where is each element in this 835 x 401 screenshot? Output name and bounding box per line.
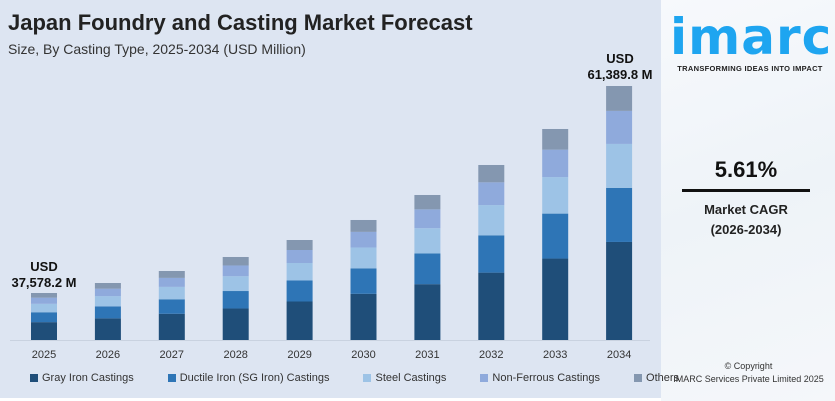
bar-segment-2033 [542,258,569,340]
bar-segment-2031 [414,284,441,340]
bar-segment-2028 [222,265,249,277]
bar-segment-2025 [31,312,57,323]
bar-segment-2034 [606,143,633,188]
logo-tagline: TRANSFORMING IDEAS INTO IMPACT [677,64,823,73]
bar-segment-2033 [542,213,569,259]
bar-segment-2031 [414,209,441,229]
x-tick-label: 2029 [287,349,311,361]
legend-item: Ductile Iron (SG Iron) Castings [167,372,330,384]
x-tick-label: 2028 [223,349,247,361]
x-tick-label: 2027 [160,349,184,361]
bar-segment-2032 [478,235,505,273]
bar-segment-2034 [606,187,633,242]
bar-segment-2025 [31,293,57,298]
cagr-value: 5.61% [682,157,810,192]
x-tick-label: 2031 [415,349,439,361]
bar-segment-2031 [414,194,441,210]
bar-segment-2028 [222,276,249,292]
legend-swatch [634,374,643,382]
bar-segment-2028 [222,256,249,266]
chart-subtitle: Size, By Casting Type, 2025-2034 (USD Mi… [8,41,306,57]
bar-segment-2029 [286,280,313,302]
bar-segment-2025 [31,322,57,340]
bar-segment-2026 [94,306,121,319]
cagr-label: Market CAGR [704,202,788,217]
legend-swatch [30,374,38,382]
legend-item: Gray Iron Castings [30,372,134,384]
bar-segment-2034 [606,110,633,144]
logo-wordmark: imarc [670,8,833,66]
bar-segment-2032 [478,272,505,340]
legend-item: Steel Castings [363,372,446,384]
bar-segment-2033 [542,128,569,150]
bar-segment-2029 [286,240,313,250]
bar-segment-2031 [414,253,441,285]
bar-segment-2029 [286,263,313,281]
bar-segment-2026 [94,288,121,297]
first-value-currency: USD [30,259,58,274]
bar-segment-2028 [222,308,249,340]
bar-segment-2033 [542,177,569,214]
x-tick-label: 2025 [32,349,56,361]
bar-segment-2028 [222,291,249,309]
bar-segment-2025 [31,297,57,304]
bar-segment-2027 [158,277,185,287]
copyright-line1: © Copyright [724,361,773,371]
imarc-logo: imarc TRANSFORMING IDEAS INTO IMPACT [670,8,833,73]
last-value-currency: USD [606,51,634,66]
bar-segment-2030 [350,247,377,269]
brand-panel [661,0,835,401]
bar-segment-2026 [94,296,121,307]
bar-segment-2027 [158,271,185,278]
copyright: © Copyright IMARC Services Private Limit… [666,360,831,386]
bar-segment-2025 [31,303,57,313]
legend-item: Non-Ferrous Castings [480,372,600,384]
bar-segment-2026 [94,283,121,289]
cagr-label-group: Market CAGR (2026-2034) [682,200,810,240]
bar-segment-2030 [350,219,377,232]
bar-segment-2030 [350,293,377,340]
bar-segment-2032 [478,182,505,206]
bar-segment-2029 [286,301,313,340]
bar-segment-2031 [414,228,441,254]
legend-swatch [363,374,372,382]
bar-chart: 2025 2026 2027 2028 2029 2030 2031 2032 2033 2034 [10,85,650,361]
legend-label: Ductile Iron (SG Iron) Castings [179,372,330,384]
x-tick-label: 2033 [543,349,567,361]
bar-segment-2027 [158,313,185,340]
legend-label: Gray Iron Castings [42,372,134,384]
legend-label: Steel Castings [375,372,447,384]
last-value-label: USD 61,389.8 M [575,51,665,83]
cagr-box: 5.61% Market CAGR (2026-2034) [682,157,810,240]
legend-label: Non-Ferrous Castings [492,372,601,384]
bar-segment-2034 [606,241,633,340]
x-tick-label: 2030 [351,349,375,361]
last-value-amount: 61,389.8 M [587,67,653,82]
bar-segment-2029 [286,250,313,263]
legend-swatch [167,374,176,382]
first-value-label: USD 37,578.2 M [4,259,84,291]
x-tick-label: 2032 [479,349,503,361]
bar-segment-2027 [158,286,185,300]
bar-segment-2027 [158,299,185,314]
bar-segment-2033 [542,149,569,178]
bar-segment-2030 [350,231,377,248]
bar-segment-2032 [478,164,505,183]
copyright-line2: IMARC Services Private Limited 2025 [673,374,824,384]
legend: Gray Iron Castings Ductile Iron (SG Iron)… [30,372,713,384]
bar-segment-2034 [606,85,633,111]
bar-segment-2026 [94,318,121,340]
legend-swatch [480,374,489,382]
x-tick-label: 2034 [607,349,631,361]
bar-segment-2032 [478,205,505,236]
cagr-period: (2026-2034) [710,222,782,237]
x-tick-label: 2026 [96,349,120,361]
first-value-amount: 37,578.2 M [11,275,77,290]
bar-segment-2030 [350,268,377,294]
chart-title: Japan Foundry and Casting Market Forecas… [8,10,473,35]
legend-item: Others [634,372,679,384]
legend-label: Others [646,372,680,384]
